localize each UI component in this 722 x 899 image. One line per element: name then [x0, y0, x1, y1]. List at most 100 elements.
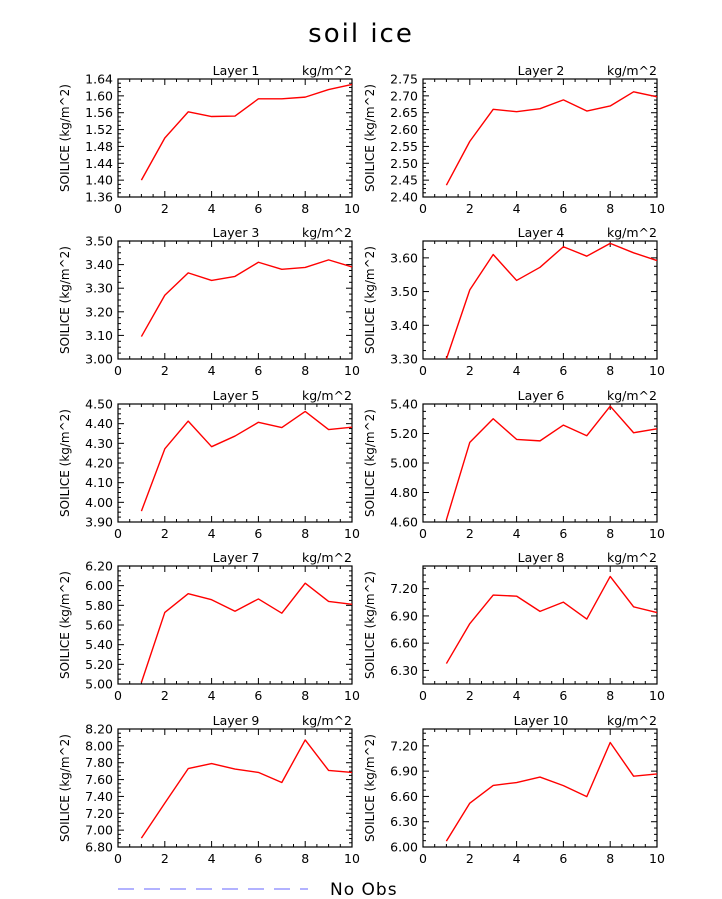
panel-10-ytick-label: 6.00 — [390, 840, 418, 855]
panel-6-ytick-label: 5.00 — [390, 456, 418, 471]
panel-10-series-line — [445, 741, 658, 842]
panel-9-xtick-label: 2 — [161, 851, 169, 866]
panel-7-ytick-label: 5.80 — [85, 598, 113, 613]
panel-5-ytick-label: 4.50 — [85, 397, 113, 412]
panel-3-ytick-label: 3.10 — [85, 328, 113, 343]
panel-6-xtick-label: 2 — [466, 526, 474, 541]
panel-5-xtick-label: 4 — [208, 526, 216, 541]
panel-7: 0 2 4 6 8 10 5.00 5.20 5.40 5.60 5.80 6.00 6.20 SOILI… — [58, 550, 360, 703]
panel-8-ylabel: SOILICE (kg/m^2) — [363, 571, 377, 679]
panel-10-xtick-label: 2 — [466, 851, 474, 866]
panel-3: 0 2 4 6 8 10 3.00 3.10 3.20 3.30 3.40 3.50 SOILICE (… — [58, 225, 360, 378]
panel-4-xtick-label: 0 — [419, 363, 427, 378]
panel-3-ytick-label: 3.30 — [85, 281, 113, 296]
panel-1-xtick-label: 10 — [344, 201, 360, 216]
panel-9-xtick-label: 6 — [254, 851, 262, 866]
panel-10-xtick-label: 0 — [419, 851, 427, 866]
panel-9-ytick-label: 7.00 — [85, 823, 113, 838]
panel-9-ytick-label: 7.60 — [85, 772, 113, 787]
panel-6-unit-label: kg/m^2 — [607, 388, 657, 403]
panel-1-ytick-label: 1.52 — [85, 122, 113, 137]
panel-9-unit-label: kg/m^2 — [302, 713, 352, 728]
panel-10-frame — [422, 728, 658, 848]
panel-1-ytick-label: 1.44 — [85, 156, 113, 171]
panel-4-frame — [422, 240, 658, 360]
panel-9-ytick-label: 8.00 — [85, 738, 113, 753]
panel-3-ylabel: SOILICE (kg/m^2) — [58, 246, 72, 354]
panel-3-layer-label: Layer 3 — [213, 225, 260, 240]
panel-2-ytick-label: 2.55 — [390, 139, 418, 154]
panel-3-xtick-label: 0 — [114, 363, 122, 378]
panel-3-frame — [117, 240, 353, 360]
panel-1-series-line — [140, 83, 353, 181]
panel-5-ytick-label: 3.90 — [85, 515, 113, 530]
panel-9-layer-label: Layer 9 — [213, 713, 260, 728]
panel-7-xtick-label: 0 — [114, 688, 122, 703]
panel-5: 0 2 4 6 8 10 3.90 4.00 4.10 4.20 4.30 4.40 4.50 SOILI… — [58, 388, 360, 541]
panel-8-xtick-label: 0 — [419, 688, 427, 703]
panel-10-xtick-label: 4 — [513, 851, 521, 866]
panel-5-ytick-label: 4.30 — [85, 436, 113, 451]
panel-4-ytick-label: 3.40 — [390, 318, 418, 333]
panel-4-xtick-label: 8 — [606, 363, 614, 378]
panel-10: 0 2 4 6 8 10 6.00 6.30 6.60 6.90 7.20 SOILICE (kg/m… — [363, 713, 665, 866]
panel-6-series-line — [445, 405, 658, 520]
panel-1-frame — [117, 78, 353, 198]
panel-2-xtick-label: 8 — [606, 201, 614, 216]
panel-7-series-line — [140, 582, 353, 683]
panel-1-xtick-label: 2 — [161, 201, 169, 216]
panel-10-ytick-label: 6.90 — [390, 764, 418, 779]
panel-5-ytick-label: 4.40 — [85, 416, 113, 431]
panel-5-ytick-label: 4.10 — [85, 475, 113, 490]
panel-6-xtick-label: 0 — [419, 526, 427, 541]
panel-2-ytick-label: 2.70 — [390, 88, 418, 103]
panel-9-ytick-label: 7.40 — [85, 789, 113, 804]
panel-1-ytick-label: 1.40 — [85, 173, 113, 188]
panel-9-ytick-label: 7.20 — [85, 806, 113, 821]
panel-5-xtick-label: 10 — [344, 526, 360, 541]
panel-5-frame — [117, 403, 353, 523]
panel-9-xtick-label: 10 — [344, 851, 360, 866]
panel-3-unit-label: kg/m^2 — [302, 225, 352, 240]
panel-4-series-line — [445, 242, 658, 360]
panel-1-ytick-label: 1.36 — [85, 190, 113, 205]
panel-2-ylabel: SOILICE (kg/m^2) — [363, 84, 377, 192]
panel-6-ylabel: SOILICE (kg/m^2) — [363, 409, 377, 517]
panel-8-xtick-label: 6 — [559, 688, 567, 703]
panel-5-layer-label: Layer 5 — [213, 388, 260, 403]
panel-7-xtick-label: 8 — [301, 688, 309, 703]
panel-4-ytick-label: 3.30 — [390, 352, 418, 367]
panel-10-ytick-label: 7.20 — [390, 738, 418, 753]
panel-8-series-line — [445, 575, 658, 664]
panel-2: 0 2 4 6 8 10 2.40 2.45 2.50 2.55 2.60 2.65 2.702.75 S… — [363, 63, 665, 216]
panel-2-ytick-label: 2.50 — [390, 156, 418, 171]
panel-7-ytick-label: 5.40 — [85, 637, 113, 652]
panel-1: 0 2 4 6 8 10 1.36 1.40 1.44 1.48 1.52 1.56 1.601.64 S… — [58, 63, 360, 216]
panel-1-xtick-label: 8 — [301, 201, 309, 216]
panel-1-xtick-label: 4 — [208, 201, 216, 216]
panel-8-unit-label: kg/m^2 — [607, 550, 657, 565]
panel-8-xtick-label: 8 — [606, 688, 614, 703]
panels: 0 2 4 6 8 10 1.36 1.40 1.44 1.48 1.52 1.56 1.601.64 S… — [58, 63, 665, 866]
panel-2-xtick-label: 4 — [513, 201, 521, 216]
panel-5-xtick-label: 2 — [161, 526, 169, 541]
panel-3-xtick-label: 8 — [301, 363, 309, 378]
panel-10-unit-label: kg/m^2 — [607, 713, 657, 728]
panel-8-ytick-label: 6.60 — [390, 636, 418, 651]
panel-9-xtick-label: 4 — [208, 851, 216, 866]
panel-6-frame — [422, 403, 658, 523]
panel-1-ytick-label: 1.64 — [85, 72, 113, 87]
panel-10-xtick-label: 10 — [649, 851, 665, 866]
panel-8-ytick-label: 6.90 — [390, 608, 418, 623]
panel-9-ylabel: SOILICE (kg/m^2) — [58, 734, 72, 842]
panel-6-ytick-label: 5.40 — [390, 397, 418, 412]
panel-6-ytick-label: 4.60 — [390, 515, 418, 530]
panel-2-xtick-label: 6 — [559, 201, 567, 216]
panel-9-ytick-label: 8.20 — [85, 722, 113, 737]
panel-3-ytick-label: 3.00 — [85, 352, 113, 367]
panel-8: 0 2 4 6 8 10 6.30 6.60 6.90 7.20 SOILICE (kg/m^2) L… — [363, 550, 665, 703]
panel-8-frame — [422, 565, 658, 685]
panel-7-frame — [117, 565, 353, 685]
panel-9-xtick-label: 0 — [114, 851, 122, 866]
panel-7-ytick-label: 6.00 — [85, 578, 113, 593]
